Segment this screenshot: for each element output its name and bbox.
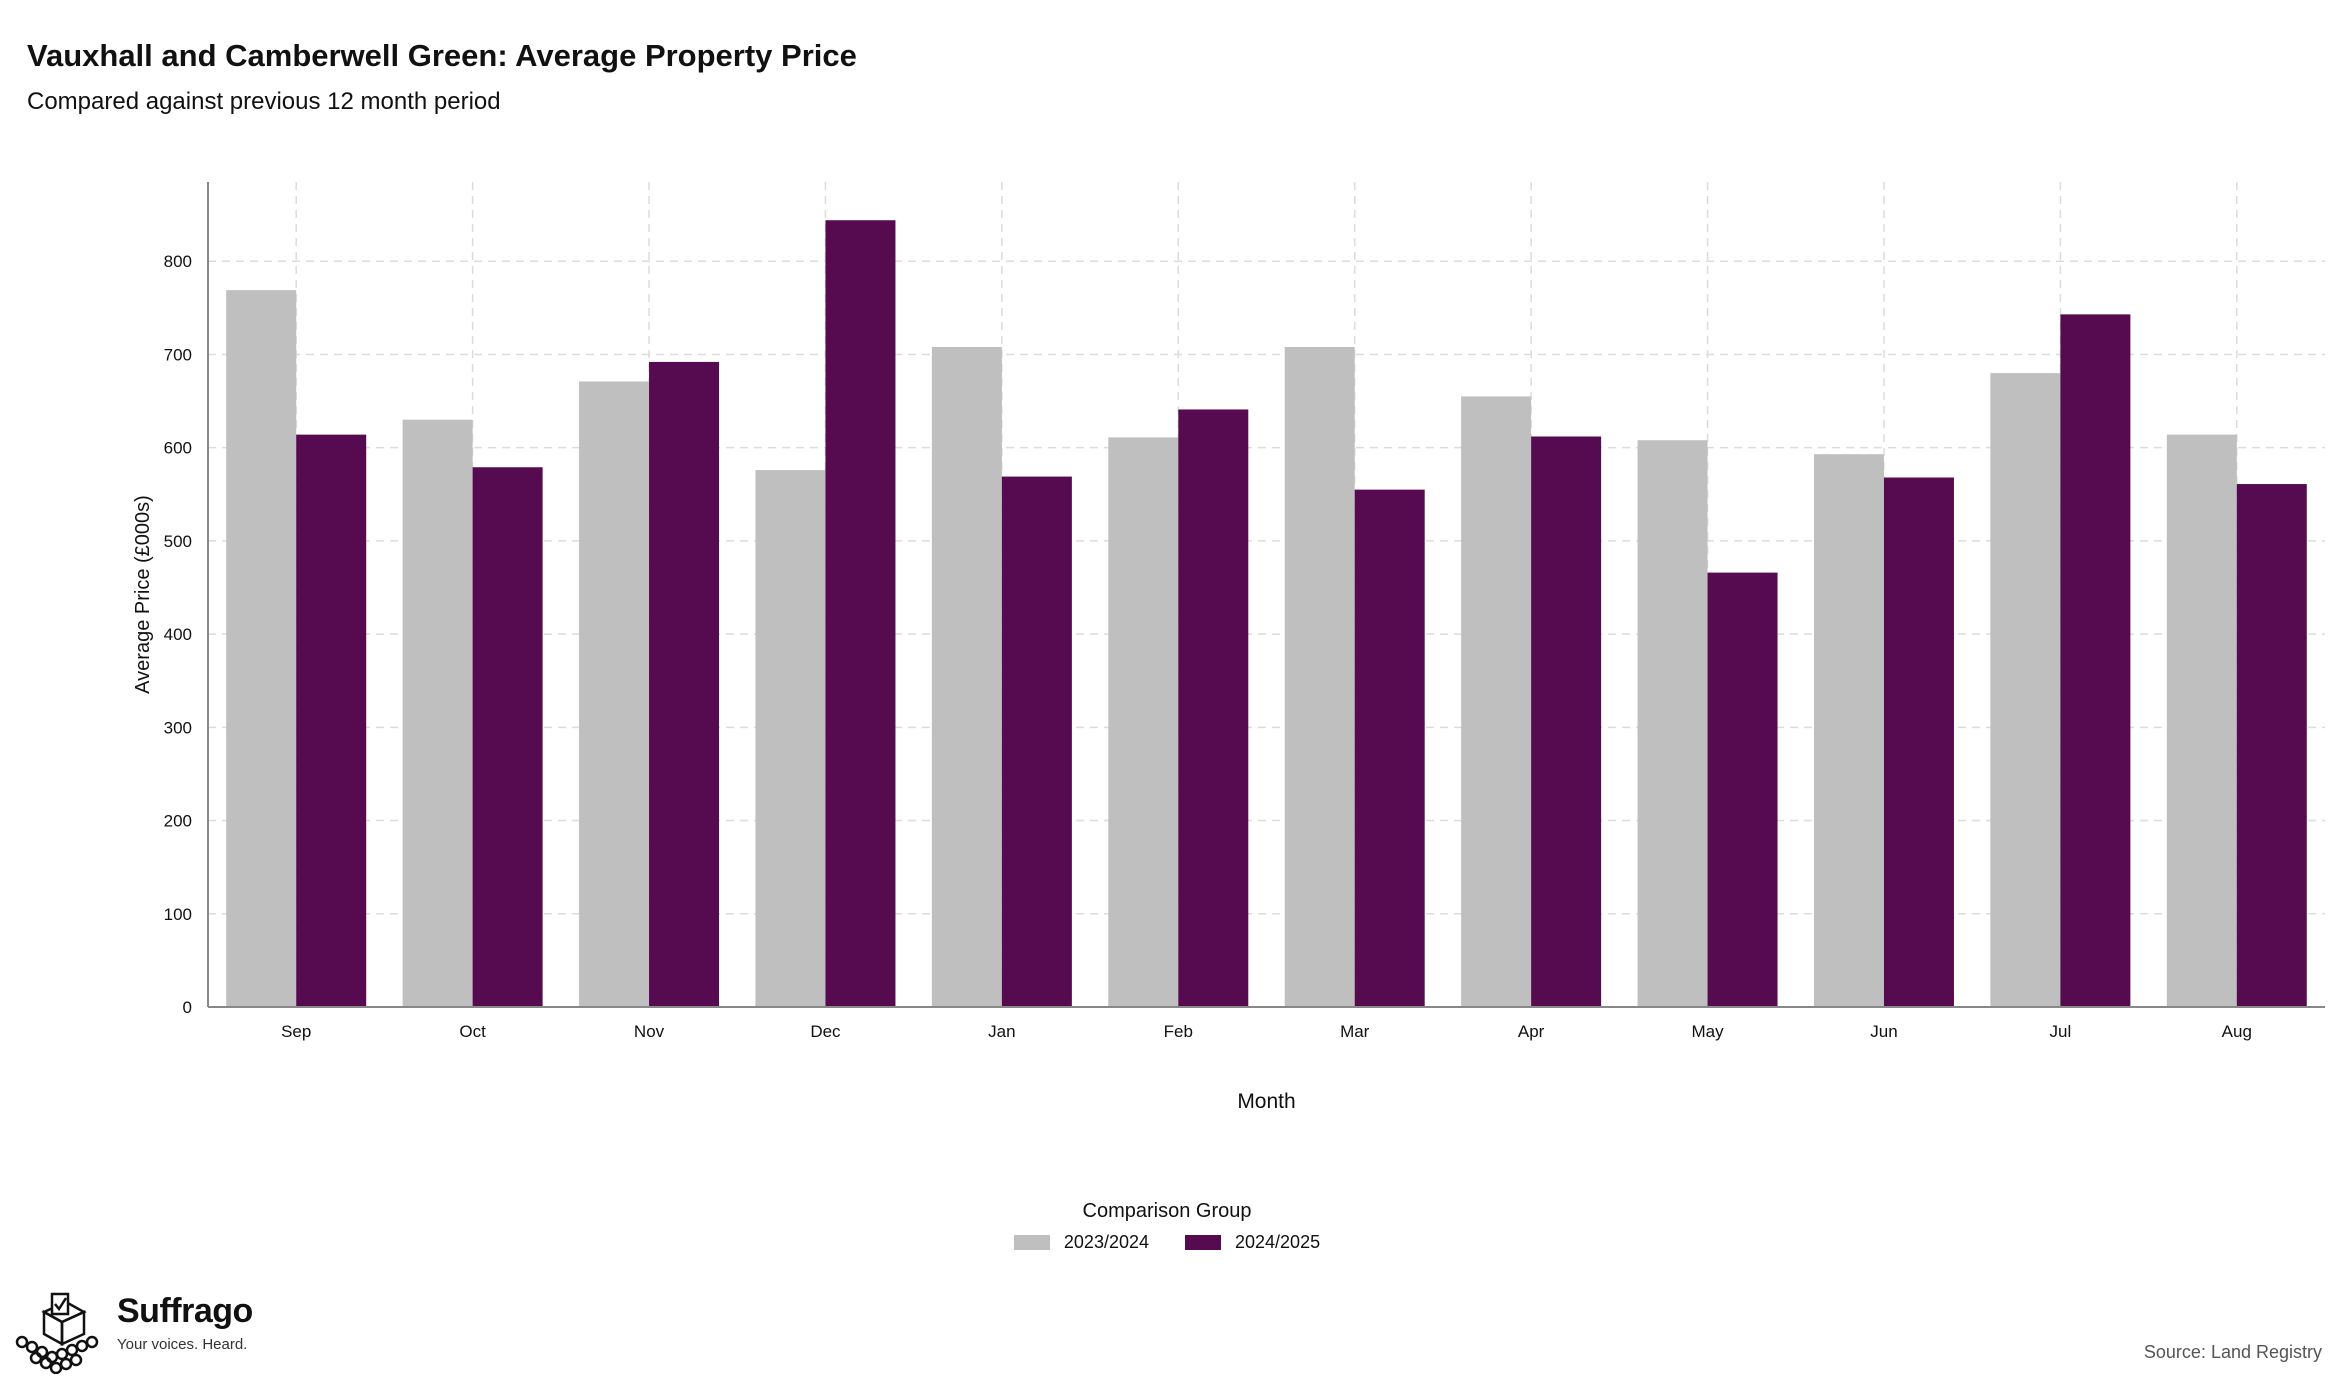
bar-sep-2024-2025 xyxy=(296,434,367,1008)
bar-mar-2024-2025 xyxy=(1354,489,1425,1008)
x-tick-label: Apr xyxy=(1518,1022,1545,1041)
y-tick-label: 300 xyxy=(164,718,192,737)
legend: 2023/2024 2024/2025 xyxy=(0,1232,2334,1253)
x-tick-label: Mar xyxy=(1340,1022,1370,1041)
bar-may-2023-2024 xyxy=(1637,440,1708,1007)
x-tick-label: Jul xyxy=(2050,1022,2072,1041)
chart-subtitle: Compared against previous 12 month perio… xyxy=(27,88,501,115)
bar-sep-2023-2024 xyxy=(226,290,297,1007)
x-tick-label: Jan xyxy=(988,1022,1015,1041)
bar-dec-2023-2024 xyxy=(755,470,826,1007)
legend-swatch-2024-2025 xyxy=(1185,1235,1221,1250)
brand-name: Suffrago xyxy=(117,1292,253,1330)
x-tick-label: Nov xyxy=(634,1022,665,1041)
y-tick-label: 800 xyxy=(164,252,192,271)
y-tick-label: 0 xyxy=(183,998,192,1017)
ballot-box-icon xyxy=(15,1292,99,1374)
bar-feb-2023-2024 xyxy=(1108,437,1179,1008)
x-tick-label: Sep xyxy=(281,1022,311,1041)
brand-tagline: Your voices. Heard. xyxy=(117,1336,248,1353)
bar-apr-2024-2025 xyxy=(1531,436,1602,1007)
chart-title: Vauxhall and Camberwell Green: Average P… xyxy=(27,38,857,73)
bar-feb-2024-2025 xyxy=(1178,409,1249,1007)
legend-item-2023-2024: 2023/2024 xyxy=(1013,1232,1149,1253)
bar-nov-2024-2025 xyxy=(649,361,720,1007)
y-tick-label: 100 xyxy=(164,905,192,924)
y-tick-label: 500 xyxy=(164,532,192,551)
suffrago-logo: Suffrago Your voices. Heard. xyxy=(14,1292,253,1374)
bar-nov-2023-2024 xyxy=(579,381,650,1007)
bar-dec-2024-2025 xyxy=(825,220,896,1007)
bar-jun-2024-2025 xyxy=(1883,477,1954,1007)
bar-oct-2024-2025 xyxy=(472,467,543,1007)
x-tick-label: Jun xyxy=(1870,1022,1897,1041)
legend-title: Comparison Group xyxy=(1082,1200,1252,1222)
y-tick-label: 600 xyxy=(164,439,192,458)
legend-label-2023-2024: 2023/2024 xyxy=(1063,1232,1149,1252)
y-tick-label: 400 xyxy=(164,625,192,644)
legend-label-2024-2025: 2024/2025 xyxy=(1235,1232,1321,1252)
bar-jul-2024-2025 xyxy=(2060,314,2131,1007)
x-tick-label: Aug xyxy=(2222,1022,2252,1041)
bar-aug-2023-2024 xyxy=(2166,434,2237,1008)
bar-aug-2024-2025 xyxy=(2236,484,2307,1007)
bar-jan-2023-2024 xyxy=(931,347,1002,1007)
x-tick-label: Feb xyxy=(1164,1022,1193,1041)
legend-item-2024-2025: 2024/2025 xyxy=(1185,1232,1320,1253)
y-axis-title: Average Price (£000s) xyxy=(132,495,154,694)
bar-jun-2023-2024 xyxy=(1813,454,1884,1008)
bar-mar-2023-2024 xyxy=(1284,347,1355,1007)
y-tick-label: 700 xyxy=(164,345,192,364)
x-tick-label: May xyxy=(1691,1022,1724,1041)
bar-jul-2023-2024 xyxy=(1990,373,2061,1007)
bar-apr-2023-2024 xyxy=(1461,396,1532,1008)
bar-may-2024-2025 xyxy=(1707,572,1778,1007)
x-tick-label: Dec xyxy=(810,1022,841,1041)
bar-jan-2024-2025 xyxy=(1001,476,1072,1007)
x-axis-title: Month xyxy=(1237,1090,1295,1113)
x-tick-label: Oct xyxy=(459,1022,486,1041)
source-note: Source: Land Registry xyxy=(2143,1342,2322,1362)
legend-swatch-2023-2024 xyxy=(1013,1235,1050,1250)
y-tick-label: 200 xyxy=(164,812,192,831)
bar-oct-2023-2024 xyxy=(402,419,473,1007)
